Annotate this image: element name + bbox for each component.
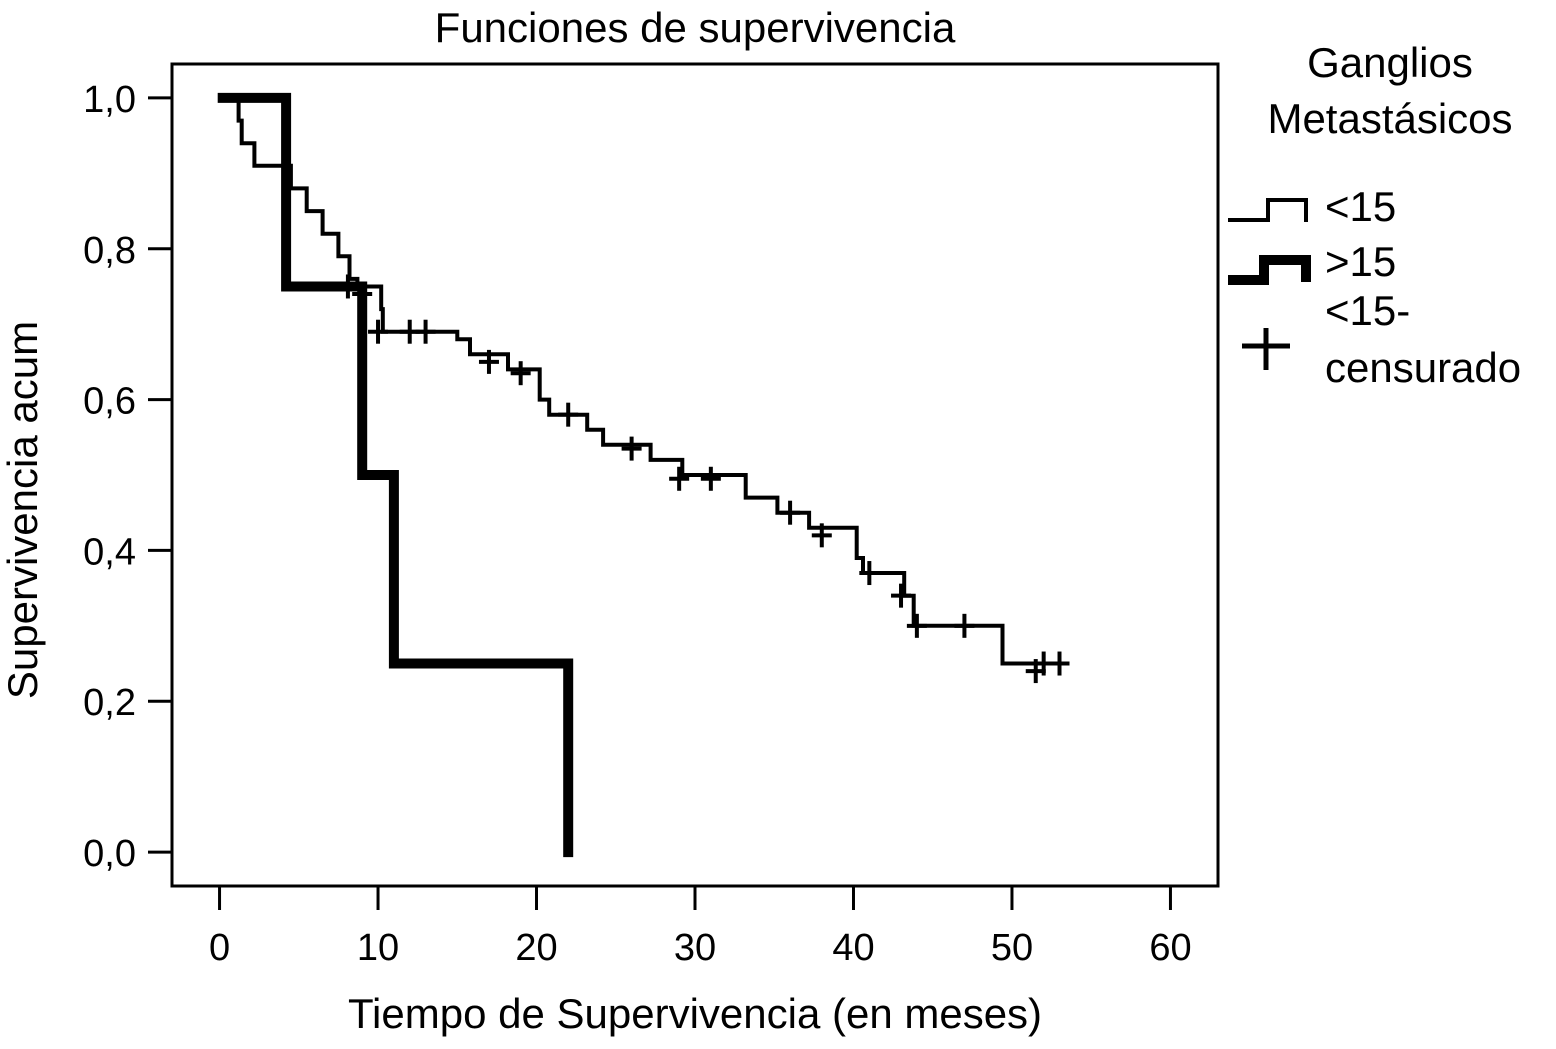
y-tick-label: 0,8 (83, 230, 136, 272)
x-tick-label: 40 (832, 927, 874, 969)
legend: Ganglios Metastásicos <15 >15 <15- censu… (1228, 39, 1521, 391)
x-tick-label: 0 (209, 927, 230, 969)
censored-mark-lt15 (368, 319, 389, 344)
legend-entry-censored-line-1: <15- (1325, 287, 1410, 334)
y-tick-label: 0,6 (83, 381, 136, 423)
legend-title-line-1: Ganglios (1307, 39, 1473, 86)
y-tick-label: 1,0 (83, 79, 136, 121)
series-layer (217, 92, 1070, 858)
legend-swatch-gt15 (1228, 255, 1311, 285)
censored-mark-lt15 (859, 561, 880, 586)
legend-title-line-2: Metastásicos (1267, 95, 1512, 142)
x-tick-label: 60 (1149, 927, 1191, 969)
censored-mark-lt15 (621, 436, 642, 461)
censored-mark-lt15 (1049, 651, 1070, 676)
y-axis: 0,0 0,2 0,4 0,6 0,8 1,0 (83, 79, 172, 875)
censored-mark-lt15 (780, 500, 801, 525)
legend-entry-gt15: >15 (1325, 238, 1396, 285)
survival-curve-gt15 (217, 92, 574, 858)
x-tick-label: 30 (674, 927, 716, 969)
survival-curve-lt15 (220, 95, 1068, 666)
y-tick-label: 0,2 (83, 682, 136, 724)
censored-mark-lt15 (669, 466, 690, 491)
x-axis-label: Tiempo de Supervivencia (en meses) (348, 990, 1042, 1037)
x-axis: 0 10 20 30 40 50 60 (209, 886, 1192, 969)
censored-mark-lt15 (415, 319, 436, 344)
censored-mark-lt15 (478, 349, 499, 374)
y-axis-label: Supervivencia acum (0, 321, 46, 699)
y-tick-label: 0,4 (83, 531, 136, 573)
censored-mark-lt15 (811, 523, 832, 548)
censored-mark-lt15 (891, 583, 912, 608)
censored-mark-lt15 (510, 361, 531, 386)
legend-entry-lt15: <15 (1325, 183, 1396, 230)
y-tick-label: 0,0 (83, 833, 136, 875)
legend-entry-censored-line-2: censurado (1325, 344, 1521, 391)
x-tick-label: 10 (357, 927, 399, 969)
censored-mark-lt15 (700, 466, 721, 491)
legend-censored-marker (1242, 328, 1290, 370)
censored-mark-lt15 (558, 402, 579, 427)
censored-mark-lt15 (954, 613, 975, 638)
chart-title: Funciones de supervivencia (435, 4, 956, 51)
x-tick-label: 20 (515, 927, 557, 969)
censored-mark-lt15 (906, 613, 927, 638)
x-tick-label: 50 (991, 927, 1033, 969)
legend-swatch-lt15 (1228, 198, 1308, 222)
